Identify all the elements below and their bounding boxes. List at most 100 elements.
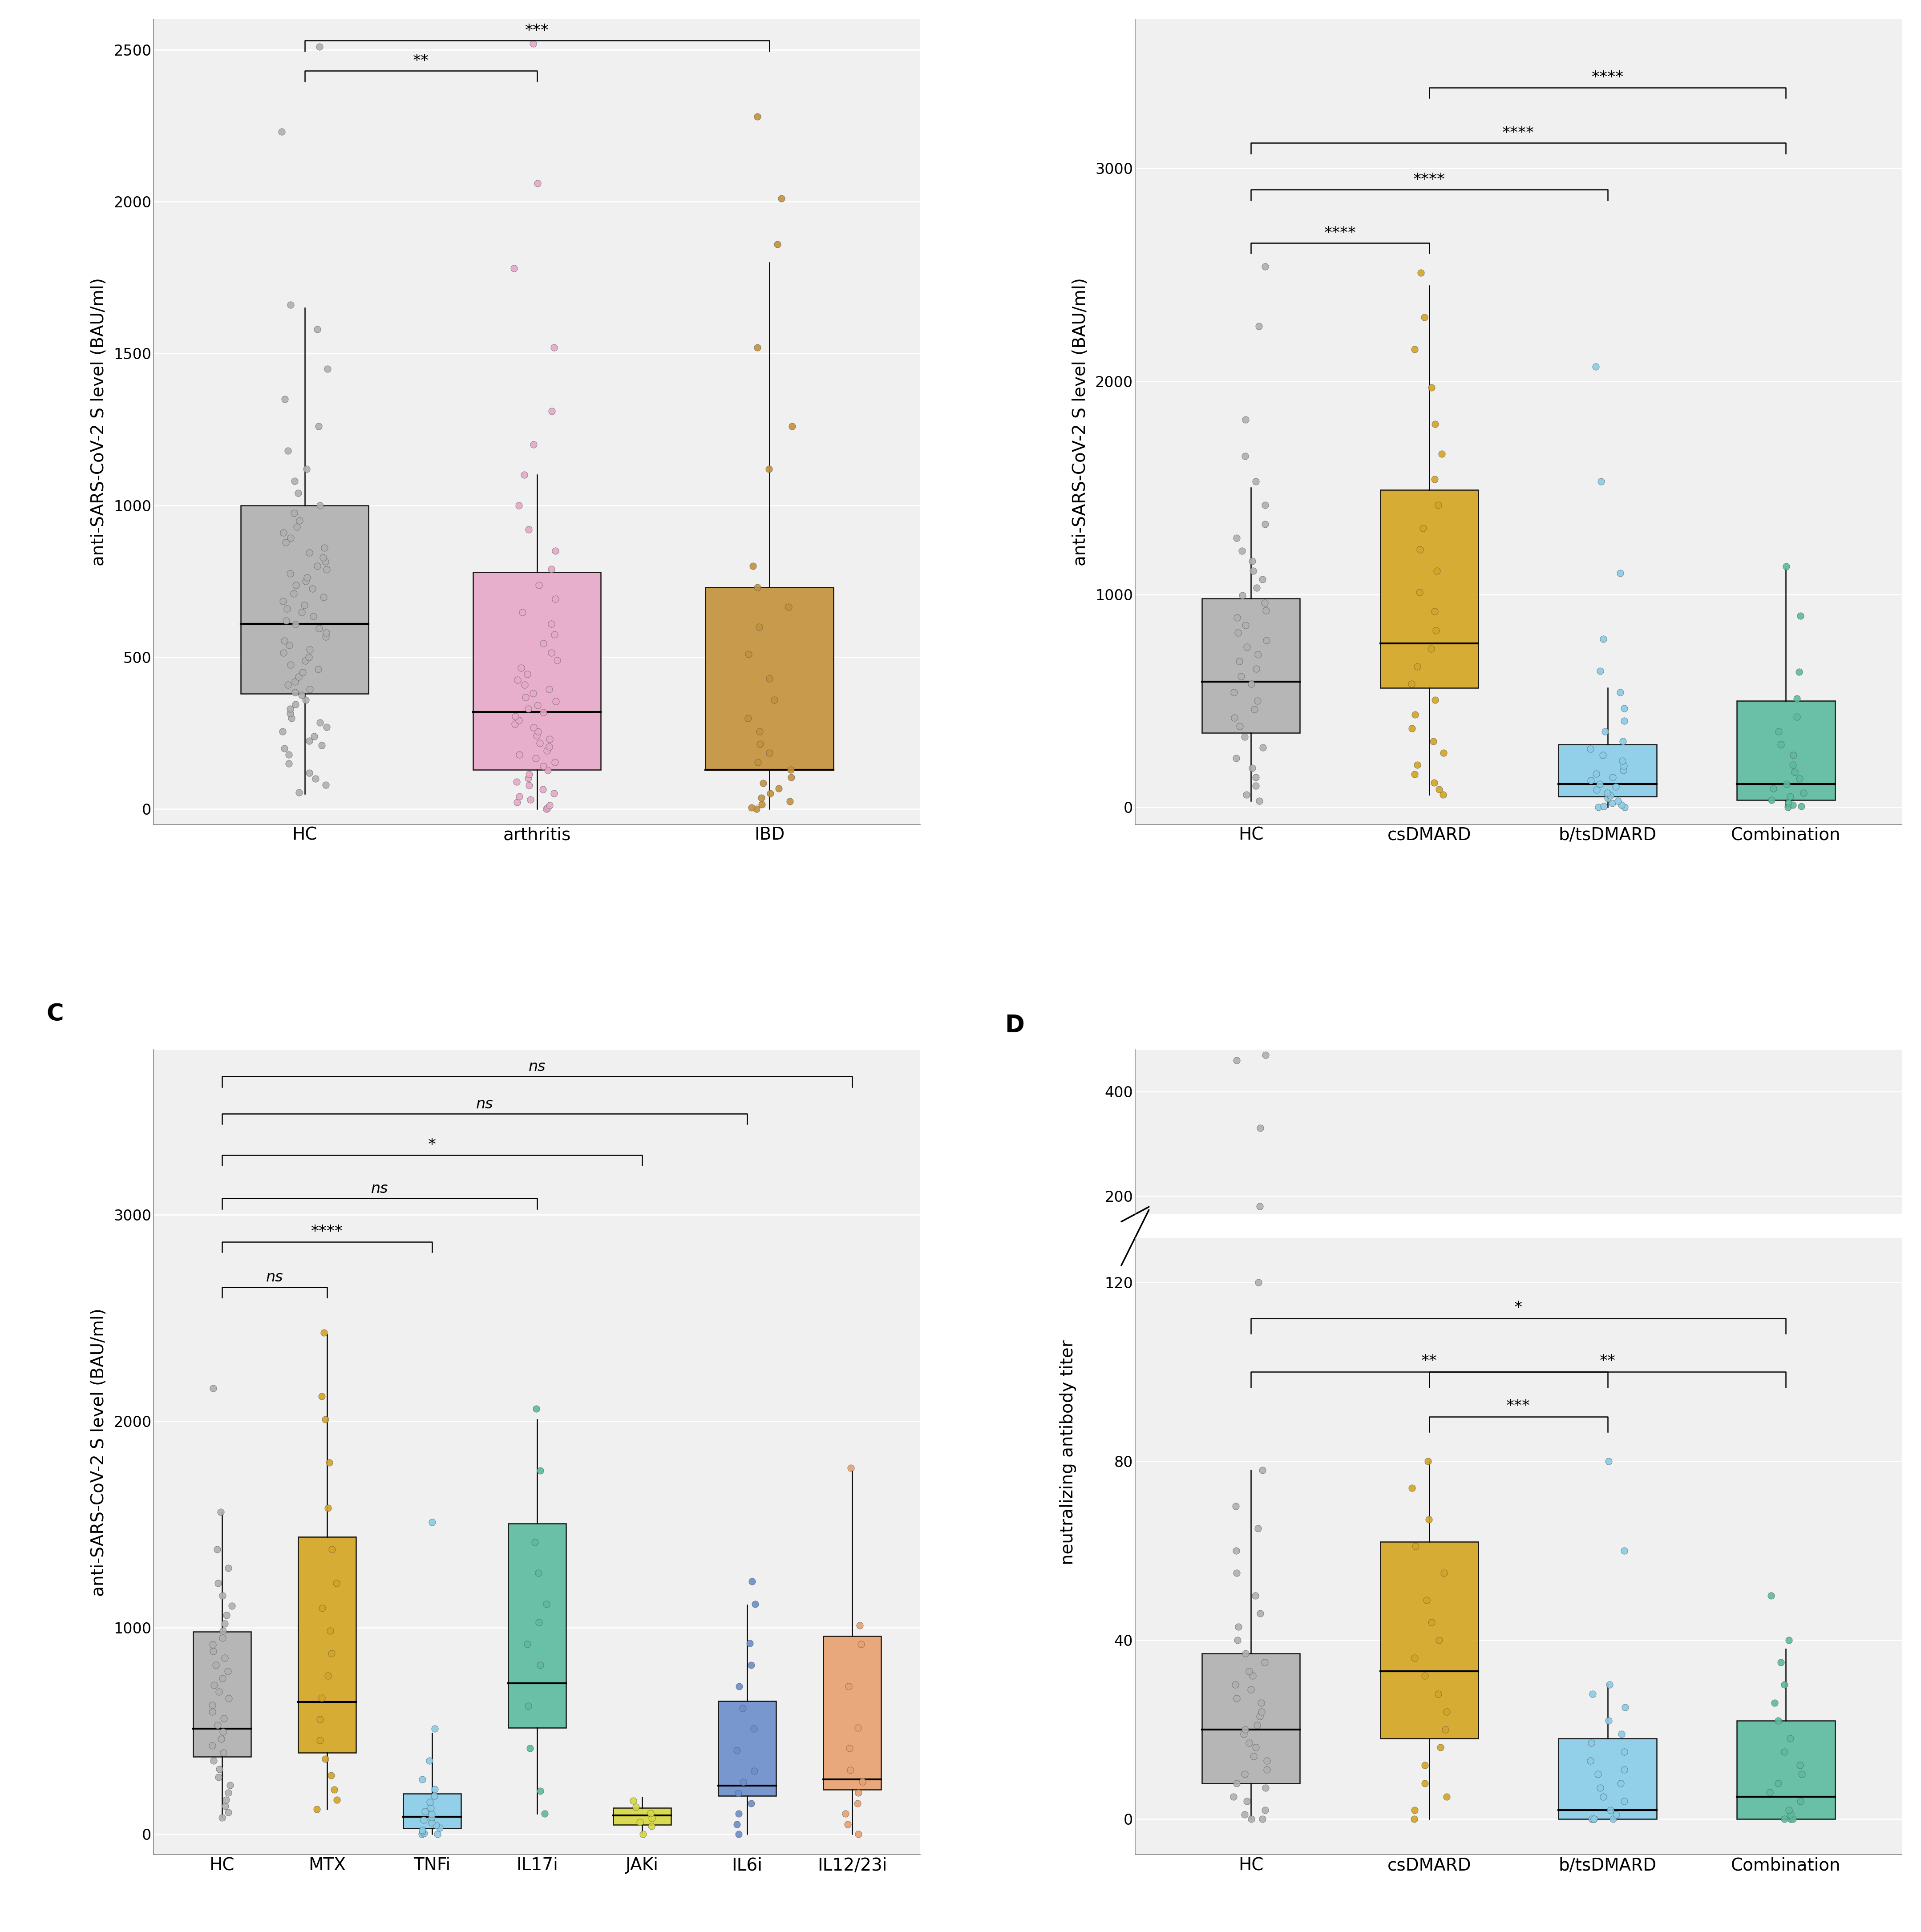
Point	[286, 680, 317, 711]
Point	[1606, 790, 1637, 821]
Point	[534, 674, 565, 705]
Point	[1251, 489, 1281, 520]
Point	[841, 1789, 872, 1820]
Point	[217, 1590, 248, 1621]
Bar	[705, 587, 834, 769]
Point	[304, 653, 334, 684]
Text: ***: ***	[1506, 1399, 1531, 1414]
Point	[1785, 1785, 1815, 1816]
Point	[280, 676, 311, 707]
Point	[309, 547, 340, 578]
Point	[302, 1793, 332, 1824]
Point	[1224, 711, 1254, 742]
Point	[1775, 1799, 1806, 1830]
Point	[1608, 746, 1639, 777]
Point	[1247, 1803, 1277, 1833]
Point	[1765, 728, 1796, 759]
Point	[419, 1774, 450, 1804]
Point	[736, 1650, 766, 1681]
Point	[407, 1814, 438, 1845]
Point	[1228, 580, 1258, 611]
Point	[1420, 464, 1450, 495]
Point	[774, 786, 805, 817]
Point	[503, 705, 534, 736]
Point	[523, 717, 553, 748]
Point	[309, 1743, 340, 1774]
Point	[513, 514, 544, 545]
Point	[288, 657, 319, 688]
Point	[1402, 651, 1433, 682]
Point	[523, 690, 553, 721]
Point	[1608, 750, 1639, 781]
Point	[311, 554, 342, 585]
Point	[1229, 440, 1260, 471]
Point	[1583, 792, 1614, 823]
Point	[204, 1677, 234, 1708]
Point	[832, 1808, 863, 1839]
Point	[292, 562, 323, 593]
Point	[503, 740, 534, 771]
Point	[1226, 661, 1256, 692]
Point	[1769, 1669, 1800, 1700]
Point	[275, 694, 305, 724]
Point	[1235, 1673, 1266, 1704]
Point	[305, 1725, 336, 1756]
Point	[273, 668, 304, 699]
Point	[1589, 790, 1619, 821]
Point	[1226, 535, 1256, 566]
Point	[532, 736, 563, 767]
Point	[1593, 1706, 1623, 1737]
Point	[1237, 752, 1268, 782]
Point	[722, 1735, 753, 1766]
Point	[311, 354, 342, 384]
Text: ****: ****	[1324, 226, 1356, 240]
Point	[1249, 1646, 1279, 1677]
Point	[273, 740, 304, 771]
Point	[305, 707, 336, 738]
Point	[1243, 1513, 1274, 1544]
Point	[521, 721, 551, 752]
Point	[302, 551, 332, 582]
Point	[1224, 1611, 1254, 1642]
Point	[513, 1690, 544, 1721]
Point	[1785, 1750, 1815, 1781]
Point	[1247, 732, 1277, 763]
Point	[724, 1818, 755, 1849]
Point	[1241, 1731, 1272, 1762]
Point	[1229, 1714, 1260, 1745]
Point	[1425, 1731, 1456, 1762]
Point	[207, 1615, 238, 1646]
Text: C: C	[46, 1003, 63, 1026]
Point	[298, 574, 328, 605]
Point	[1602, 786, 1633, 817]
Point	[1249, 587, 1279, 618]
Point	[509, 682, 540, 713]
Point	[523, 1557, 553, 1588]
Point	[628, 1818, 659, 1849]
Point	[1773, 1795, 1804, 1826]
Point	[519, 429, 549, 460]
Point	[734, 1627, 765, 1658]
Point	[843, 1777, 874, 1808]
Point	[305, 1683, 336, 1714]
Point	[279, 498, 309, 529]
Point	[1577, 1679, 1608, 1710]
Point	[1787, 1758, 1817, 1789]
Point	[1422, 614, 1452, 645]
Point	[275, 697, 305, 728]
Point	[1422, 554, 1452, 585]
Point	[1598, 1803, 1629, 1833]
Point	[513, 694, 544, 724]
Point	[736, 1789, 766, 1820]
Point	[1243, 639, 1274, 670]
Point	[728, 1692, 759, 1723]
Point	[1397, 713, 1427, 744]
Point	[1247, 1696, 1277, 1727]
Point	[1251, 251, 1281, 282]
Point	[1429, 1557, 1460, 1588]
Text: ns: ns	[528, 1059, 546, 1074]
Point	[209, 1607, 240, 1638]
Point	[1598, 761, 1629, 792]
Point	[1773, 792, 1804, 823]
Point	[1220, 703, 1251, 734]
